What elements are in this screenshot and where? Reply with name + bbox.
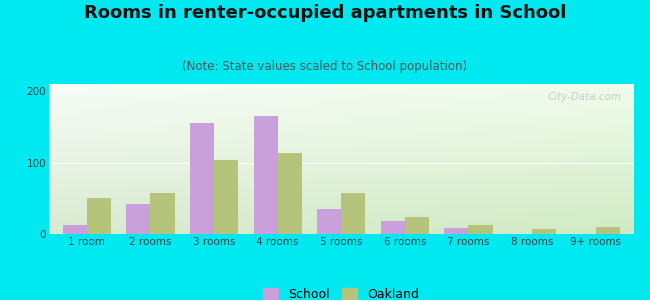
Text: (Note: State values scaled to School population): (Note: State values scaled to School pop…: [183, 60, 467, 73]
Bar: [341, 193, 365, 234]
Bar: [254, 116, 278, 234]
Bar: [126, 204, 151, 234]
Bar: [63, 225, 87, 234]
Bar: [595, 227, 619, 234]
Bar: [532, 229, 556, 234]
Legend: School, Oakland: School, Oakland: [258, 283, 424, 300]
Bar: [278, 153, 302, 234]
Text: Rooms in renter-occupied apartments in School: Rooms in renter-occupied apartments in S…: [84, 4, 566, 22]
Bar: [87, 198, 111, 234]
Bar: [214, 160, 239, 234]
Bar: [444, 228, 469, 234]
Bar: [469, 225, 493, 234]
Bar: [381, 221, 405, 234]
Bar: [317, 209, 341, 234]
Bar: [190, 123, 214, 234]
Bar: [151, 193, 175, 234]
Bar: [405, 217, 429, 234]
Text: City-Data.com: City-Data.com: [548, 92, 622, 101]
